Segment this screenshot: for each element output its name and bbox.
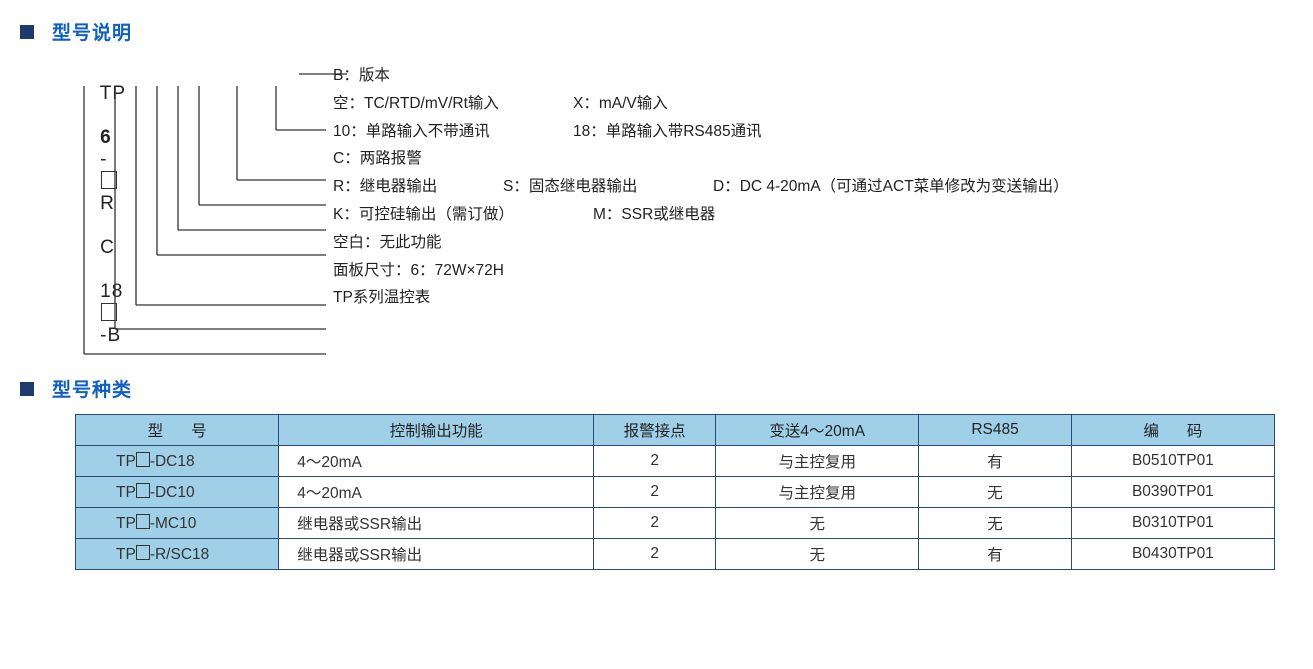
ctrl-cell: 继电器或SSR输出 (279, 539, 594, 570)
ctrl-cell: 4～20mA (279, 446, 594, 477)
ctrl-cell: 继电器或SSR输出 (279, 508, 594, 539)
connector-lines (75, 57, 335, 367)
bullet-icon (20, 25, 34, 39)
section-header-model-types: 型号种类 (20, 375, 1293, 402)
alarm-cell: 2 (594, 539, 716, 570)
desc-r: R：继电器输出 (333, 175, 503, 200)
desc-s: S：固态继电器输出 (503, 175, 713, 200)
desc-tp: TP系列温控表 (333, 286, 430, 311)
table-row: TP-DC184～20mA2与主控复用有B0510TP01 (76, 446, 1275, 477)
table-row: TP-DC104～20mA2与主控复用无B0390TP01 (76, 477, 1275, 508)
trans-cell: 与主控复用 (716, 446, 919, 477)
trans-cell: 无 (716, 539, 919, 570)
code-cell: B0390TP01 (1071, 477, 1274, 508)
desc-18: 18：单路输入带RS485通讯 (573, 120, 762, 145)
col-header: 型号 (76, 415, 279, 446)
trans-cell: 与主控复用 (716, 477, 919, 508)
col-header: 报警接点 (594, 415, 716, 446)
rs485-cell: 有 (919, 539, 1071, 570)
model-breakdown: TP 6 - R C 18 -B B：版本 空：TC/RTD/mV/Rt输入 X… (75, 57, 1293, 367)
alarm-cell: 2 (594, 446, 716, 477)
desc-x-in: X：mA/V输入 (573, 92, 668, 117)
col-header: 变送4～20mA (716, 415, 919, 446)
table-row: TP-MC10继电器或SSR输出2无无B0310TP01 (76, 508, 1275, 539)
rs485-cell: 无 (919, 508, 1071, 539)
desc-10: 10：单路输入不带通讯 (333, 120, 573, 145)
desc-m: M：SSR或继电器 (593, 203, 715, 228)
model-table: 型号控制输出功能报警接点变送4～20mARS485编码TP-DC184～20mA… (75, 414, 1275, 570)
model-cell: TP-DC10 (76, 477, 279, 508)
bullet-icon (20, 382, 34, 396)
rs485-cell: 无 (919, 477, 1071, 508)
desc-blank-in: 空：TC/RTD/mV/Rt输入 (333, 92, 573, 117)
code-cell: B0510TP01 (1071, 446, 1274, 477)
desc-d: D：DC 4-20mA（可通过ACT菜单修改为变送输出） (713, 175, 1069, 200)
desc-size: 面板尺寸：6：72W×72H (333, 259, 504, 284)
rs485-cell: 有 (919, 446, 1071, 477)
descriptions: B：版本 空：TC/RTD/mV/Rt输入 X：mA/V输入 10：单路输入不带… (333, 61, 1069, 314)
ctrl-cell: 4～20mA (279, 477, 594, 508)
col-header: 编码 (1071, 415, 1274, 446)
model-cell: TP-DC18 (76, 446, 279, 477)
desc-b: B：版本 (333, 64, 390, 89)
table-row: TP-R/SC18继电器或SSR输出2无有B0430TP01 (76, 539, 1275, 570)
desc-k: K：可控硅输出（需订做） (333, 203, 593, 228)
desc-blank: 空白：无此功能 (333, 231, 442, 256)
alarm-cell: 2 (594, 508, 716, 539)
code-cell: B0310TP01 (1071, 508, 1274, 539)
model-cell: TP-MC10 (76, 508, 279, 539)
section-title-2: 型号种类 (52, 375, 132, 402)
col-header: 控制输出功能 (279, 415, 594, 446)
code-cell: B0430TP01 (1071, 539, 1274, 570)
alarm-cell: 2 (594, 477, 716, 508)
section-title: 型号说明 (52, 18, 132, 45)
model-table-wrap: 型号控制输出功能报警接点变送4～20mARS485编码TP-DC184～20mA… (75, 414, 1293, 570)
col-header: RS485 (919, 415, 1071, 446)
model-cell: TP-R/SC18 (76, 539, 279, 570)
section-header-model-desc: 型号说明 (20, 18, 1293, 45)
desc-c: C：两路报警 (333, 147, 422, 172)
trans-cell: 无 (716, 508, 919, 539)
